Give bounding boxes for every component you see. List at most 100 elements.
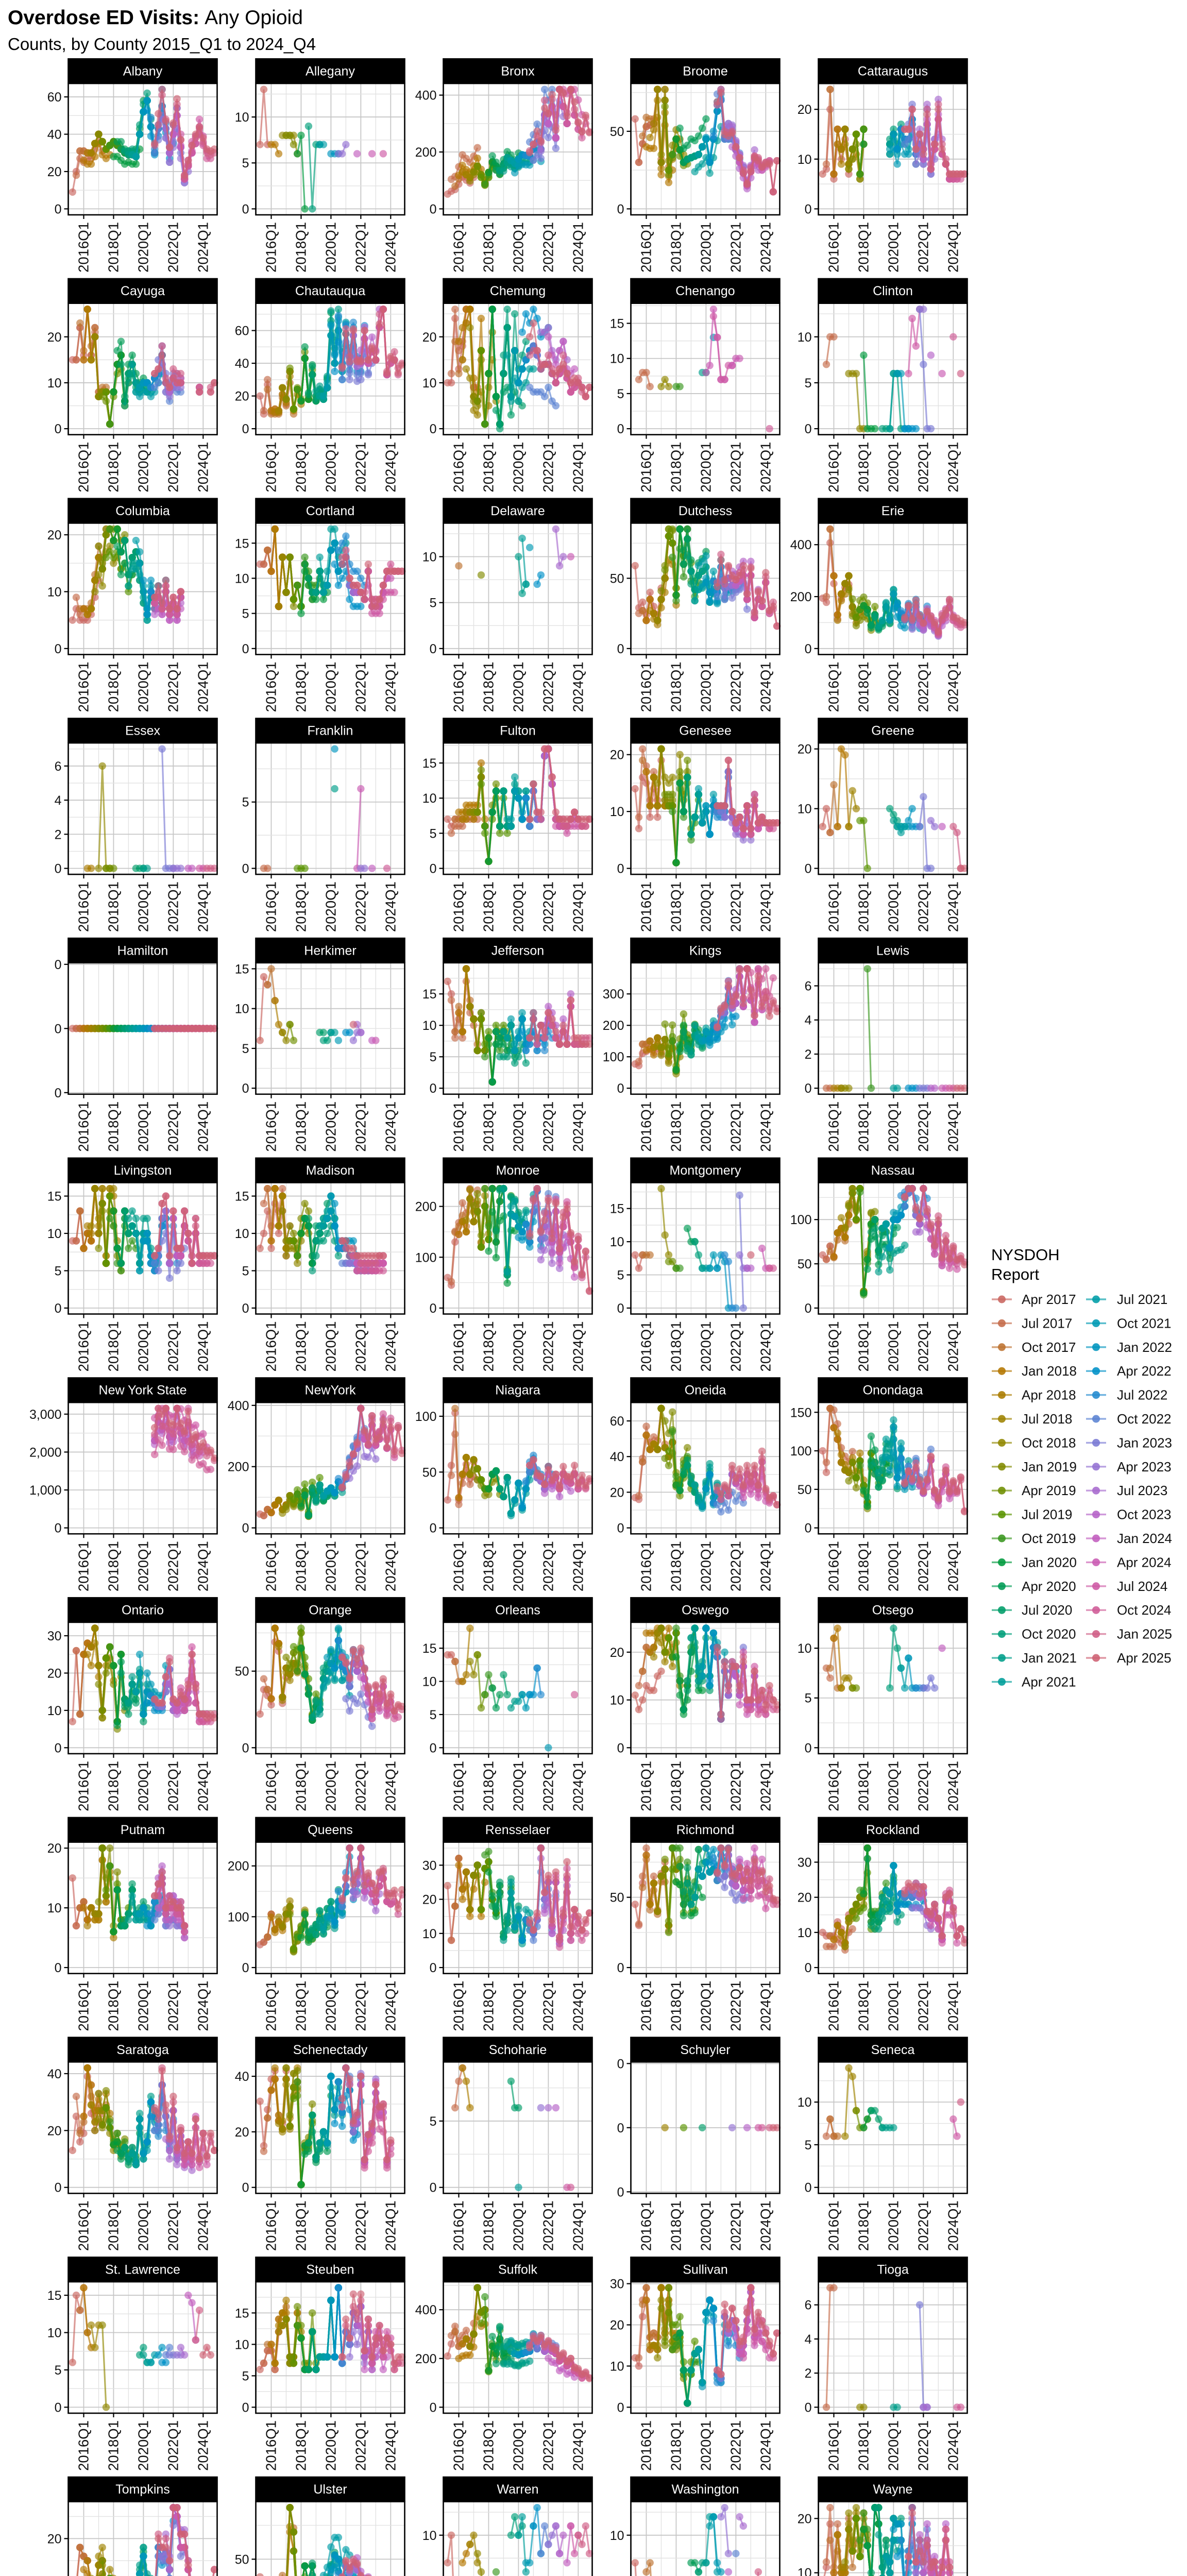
svg-text:2016Q1: 2016Q1 [638,882,654,932]
svg-text:15: 15 [422,987,437,1002]
svg-text:2024Q1: 2024Q1 [757,882,773,932]
svg-text:2022Q1: 2022Q1 [352,442,368,493]
svg-text:2022Q1: 2022Q1 [727,662,743,712]
svg-text:0: 0 [430,1081,437,1096]
svg-text:20: 20 [798,103,812,117]
svg-text:2022Q1: 2022Q1 [915,882,931,932]
svg-text:2018Q1: 2018Q1 [105,882,121,932]
svg-text:2020Q1: 2020Q1 [510,222,526,273]
svg-text:Chautauqua: Chautauqua [295,284,365,298]
svg-text:Essex: Essex [125,724,161,738]
svg-text:10: 10 [798,802,812,817]
svg-text:2016Q1: 2016Q1 [825,442,841,493]
svg-text:0: 0 [242,862,249,876]
svg-text:2022Q1: 2022Q1 [915,442,931,493]
svg-text:2022Q1: 2022Q1 [352,1101,368,1152]
svg-text:60: 60 [235,324,249,338]
svg-text:400: 400 [415,89,437,103]
svg-text:2018Q1: 2018Q1 [480,882,496,932]
svg-text:2016Q1: 2016Q1 [263,882,279,932]
svg-text:5: 5 [430,596,437,611]
svg-text:2024Q1: 2024Q1 [382,222,398,273]
svg-text:5: 5 [805,376,812,391]
svg-text:15: 15 [235,962,249,976]
svg-text:2024Q1: 2024Q1 [382,882,398,932]
svg-text:2016Q1: 2016Q1 [825,662,841,712]
svg-text:2020Q1: 2020Q1 [698,662,714,712]
svg-text:Allegany: Allegany [306,64,355,79]
svg-text:6: 6 [55,759,62,774]
svg-text:0: 0 [805,202,812,216]
svg-text:2018Q1: 2018Q1 [668,882,684,932]
svg-text:2018Q1: 2018Q1 [293,442,309,493]
svg-text:2020Q1: 2020Q1 [885,882,901,932]
svg-text:2018Q1: 2018Q1 [855,222,871,273]
svg-text:2022Q1: 2022Q1 [165,662,181,712]
svg-text:Erie: Erie [881,504,904,518]
svg-text:20: 20 [610,748,624,762]
svg-text:2020Q1: 2020Q1 [135,882,151,932]
svg-text:Greene: Greene [871,724,914,738]
svg-text:2022Q1: 2022Q1 [540,442,556,493]
svg-text:20: 20 [47,165,62,179]
svg-text:2022Q1: 2022Q1 [540,222,556,273]
svg-text:2024Q1: 2024Q1 [945,662,961,712]
svg-text:2020Q1: 2020Q1 [135,222,151,273]
svg-text:2024Q1: 2024Q1 [945,442,961,493]
svg-text:2022Q1: 2022Q1 [165,442,181,493]
svg-text:2018Q1: 2018Q1 [105,1101,121,1152]
svg-text:5: 5 [430,826,437,841]
svg-text:2016Q1: 2016Q1 [263,442,279,493]
svg-text:2024Q1: 2024Q1 [382,442,398,493]
svg-text:2024Q1: 2024Q1 [195,222,211,273]
svg-text:40: 40 [235,357,249,371]
svg-text:2018Q1: 2018Q1 [293,1101,309,1152]
svg-text:2018Q1: 2018Q1 [293,222,309,273]
svg-text:20: 20 [235,389,249,404]
svg-text:Albany: Albany [123,64,163,79]
svg-text:2024Q1: 2024Q1 [195,882,211,932]
svg-text:0: 0 [242,1081,249,1096]
svg-text:2018Q1: 2018Q1 [105,442,121,493]
svg-text:15: 15 [422,756,437,771]
svg-text:2016Q1: 2016Q1 [263,662,279,712]
svg-text:0: 0 [242,642,249,656]
svg-text:20: 20 [47,330,62,345]
svg-text:10: 10 [47,585,62,599]
svg-text:2024Q1: 2024Q1 [570,662,586,712]
svg-text:2022Q1: 2022Q1 [352,882,368,932]
svg-text:2024Q1: 2024Q1 [570,442,586,493]
svg-text:Delaware: Delaware [490,504,545,518]
svg-text:Chemung: Chemung [490,284,546,298]
svg-text:0: 0 [617,202,624,216]
svg-text:2024Q1: 2024Q1 [382,662,398,712]
svg-text:2020Q1: 2020Q1 [885,442,901,493]
svg-text:Cayuga: Cayuga [121,284,165,298]
svg-text:2016Q1: 2016Q1 [450,222,466,273]
svg-text:2022Q1: 2022Q1 [727,442,743,493]
svg-text:2018Q1: 2018Q1 [855,882,871,932]
svg-text:2018Q1: 2018Q1 [855,442,871,493]
svg-text:2022Q1: 2022Q1 [165,882,181,932]
svg-text:2016Q1: 2016Q1 [825,222,841,273]
svg-text:5: 5 [430,1050,437,1064]
svg-text:10: 10 [610,805,624,819]
svg-text:2016Q1: 2016Q1 [450,662,466,712]
svg-text:2018Q1: 2018Q1 [105,222,121,273]
svg-text:0: 0 [617,422,624,436]
svg-text:50: 50 [610,571,624,586]
svg-text:5: 5 [242,156,249,171]
svg-text:2024Q1: 2024Q1 [195,662,211,712]
svg-text:Cortland: Cortland [306,504,355,518]
svg-text:200: 200 [790,590,812,604]
svg-text:5: 5 [242,607,249,621]
svg-text:0: 0 [805,642,812,656]
svg-text:Counts, by County 2015_Q1 to 2: Counts, by County 2015_Q1 to 2024_Q4 [8,35,316,54]
svg-text:Clinton: Clinton [873,284,913,298]
svg-text:Chenango: Chenango [675,284,735,298]
svg-text:2022Q1: 2022Q1 [540,662,556,712]
svg-text:2020Q1: 2020Q1 [698,442,714,493]
svg-text:2018Q1: 2018Q1 [668,662,684,712]
svg-text:2: 2 [55,827,62,842]
svg-text:2020Q1: 2020Q1 [135,1101,151,1152]
